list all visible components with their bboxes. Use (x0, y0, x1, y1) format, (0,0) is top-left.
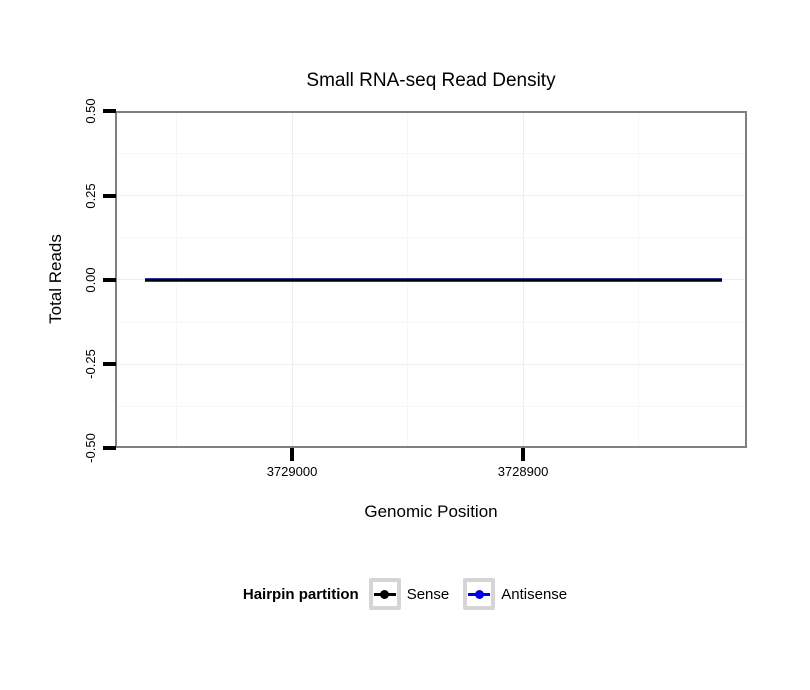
gridline-horizontal-major (117, 364, 745, 365)
gridline-horizontal-minor (117, 322, 745, 323)
y-tick-mark (103, 193, 116, 198)
legend-label-antisense: Antisense (501, 585, 568, 603)
y-tick-mark (103, 277, 116, 282)
plot-panel (115, 111, 747, 448)
y-tick-label: -0.25 (83, 349, 98, 379)
read-density-line-sense-antisense (145, 277, 722, 282)
x-axis-title: Genomic Position (364, 502, 498, 521)
gridline-horizontal-minor (117, 153, 745, 154)
y-tick-mark (103, 362, 116, 366)
x-tick-label: 3728900 (497, 464, 549, 479)
gridline-horizontal-minor (117, 237, 745, 238)
legend: Hairpin partition Sense Antisense (0, 577, 810, 611)
legend-label-sense: Sense (406, 585, 450, 603)
antisense-point-icon (474, 589, 484, 599)
gridline-horizontal-minor (117, 406, 745, 407)
legend-key-antisense (463, 578, 496, 610)
y-tick-mark (103, 109, 116, 113)
x-tick-mark (521, 448, 525, 461)
y-tick-mark (103, 446, 116, 450)
sense-point-icon (380, 589, 390, 599)
y-tick-label: 0.25 (83, 182, 98, 209)
chart-title: Small RNA-seq Read Density (306, 70, 556, 91)
legend-key-sense (368, 578, 401, 610)
y-tick-label: 0.00 (83, 266, 98, 293)
x-tick-label: 3729000 (266, 464, 318, 479)
gridline-horizontal-major (117, 195, 745, 196)
y-axis-title: Total Reads (46, 234, 65, 324)
legend-title: Hairpin partition (242, 585, 359, 603)
y-tick-label: 0.50 (83, 98, 98, 124)
y-tick-label: -0.50 (83, 433, 98, 463)
x-tick-mark (290, 448, 294, 461)
